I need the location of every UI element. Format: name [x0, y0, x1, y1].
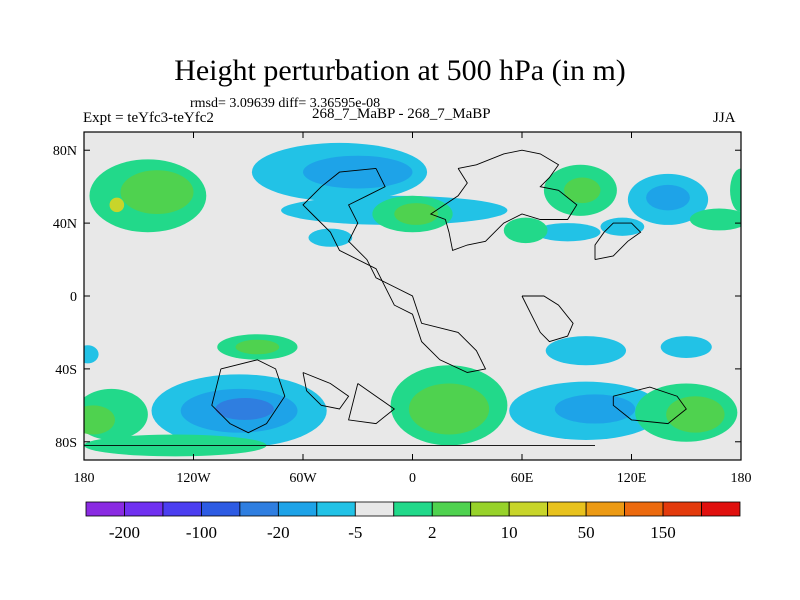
- contour-region-sh-pacific-east-high-core: [666, 396, 725, 433]
- contour-region-sh-subtrop-low: [545, 336, 627, 366]
- rmsd-stats: rmsd= 3.09639 diff= 3.36595e-08: [190, 96, 381, 111]
- colorbar-swatch-8: [393, 501, 433, 517]
- colorbar-label-0: -200: [109, 523, 140, 542]
- contour-region-sh-pacific-low-inner: [215, 398, 274, 420]
- contour-region-nh-europe-high-core: [394, 203, 439, 225]
- contour-region-nh-atlantic-low-core: [303, 155, 413, 189]
- chart-title: Height perturbation at 500 hPa (in m): [174, 54, 626, 87]
- x-tick-label-1: 120W: [176, 471, 211, 486]
- contour-region-nh-pacific-west-core: [120, 170, 194, 214]
- colorbar-swatch-2: [162, 501, 202, 517]
- colorbar-swatch-13: [585, 501, 625, 517]
- colorbar-swatch-11: [508, 501, 549, 517]
- colorbar-swatch-12: [547, 501, 587, 517]
- coastline-2: [594, 222, 642, 261]
- coastline-3: [521, 295, 574, 343]
- coastline-5: [302, 372, 350, 410]
- colorbar-swatch-16: [701, 501, 741, 517]
- contour-region-sh-west-edge: [84, 345, 99, 364]
- colorbar-swatch-3: [201, 501, 241, 517]
- coastline-1: [429, 149, 578, 252]
- colorbar-label-4: 2: [428, 523, 437, 542]
- colorbar-swatch-9: [431, 501, 472, 517]
- contour-region-nh-far-east-edge: [730, 168, 741, 213]
- coastline-6: [348, 383, 396, 425]
- colorbar-label-3: -5: [348, 523, 362, 542]
- x-tick-label-2: 60W: [289, 471, 317, 486]
- y-tick-label-3: 40S: [55, 363, 77, 378]
- contour-region-nh-pacific-west-peak: [109, 197, 125, 213]
- contour-region-sh-atlantic-high-core: [408, 383, 490, 435]
- coastline-layer: [84, 149, 687, 446]
- contour-region-nh-pacific-east-low-core: [646, 184, 690, 211]
- contour-region-nh-subtrop-asia: [534, 223, 601, 242]
- experiment-label: Expt = teYfc3-teYfc2: [83, 110, 214, 126]
- colorbar-swatch-0: [85, 501, 125, 517]
- colorbar-swatch-4: [239, 501, 279, 517]
- contour-region-nh-subtrop-west: [308, 228, 353, 247]
- contour-region-sh-midlat-high-core: [235, 339, 280, 355]
- contour-region-sh-indian-low-core: [554, 394, 636, 424]
- contour-region-nh-asia-north-core: [563, 177, 601, 204]
- contour-region-nh-subtrop-asia2: [600, 217, 645, 236]
- colorbar-swatch-6: [316, 501, 356, 517]
- case-label: 268_7_MaBP - 268_7_MaBP: [312, 106, 491, 122]
- coastline-0: [302, 167, 487, 373]
- contour-region-nh-east-pacific-high: [689, 208, 741, 231]
- x-tick-label-4: 60E: [511, 471, 534, 486]
- colorbar-label-6: 50: [578, 523, 595, 542]
- colorbar-label-7: 150: [650, 523, 676, 542]
- y-tick-label-1: 40N: [53, 217, 77, 232]
- y-tick-label-0: 80N: [53, 144, 77, 159]
- colorbar-swatch-1: [124, 501, 164, 517]
- coastline-4: [211, 359, 286, 434]
- season-label: JJA: [713, 110, 736, 126]
- colorbar-swatch-5: [277, 501, 318, 517]
- colorbar-swatch-7: [354, 501, 395, 517]
- colorbar: -200 -100 -20 -5 2 10 50 150: [85, 501, 741, 542]
- contour-fill-layer: [84, 142, 741, 457]
- contour-region-sh-subtrop-low2: [660, 336, 712, 358]
- contour-region-sh-west-high-core: [84, 405, 116, 435]
- colorbar-label-1: -100: [186, 523, 217, 542]
- x-tick-label-3: 0: [409, 471, 416, 486]
- coastline-7: [612, 386, 687, 425]
- colorbar-swatch-10: [470, 501, 510, 517]
- x-tick-label-6: 180: [731, 471, 752, 486]
- y-tick-label-4: 80S: [55, 436, 77, 451]
- colorbar-label-5: 10: [501, 523, 518, 542]
- x-tick-label-5: 120E: [617, 471, 647, 486]
- contour-region-nh-asia-mid: [503, 217, 548, 244]
- colorbar-label-2: -20: [267, 523, 290, 542]
- colorbar-swatch-15: [662, 501, 702, 517]
- axis-ticks: 180 120W 60W 0 60E 120E 180 80N 40N 0 40S 80S: [53, 132, 752, 486]
- y-tick-label-2: 0: [70, 290, 77, 305]
- colorbar-swatch-14: [624, 501, 664, 517]
- x-tick-label-0: 180: [74, 471, 95, 486]
